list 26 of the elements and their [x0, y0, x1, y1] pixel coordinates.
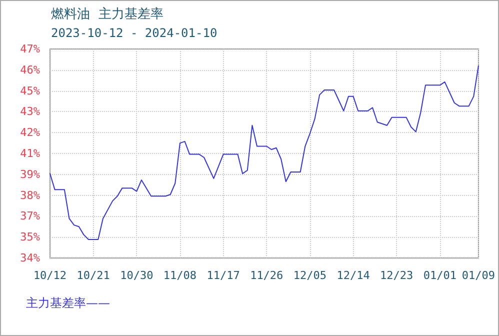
x-tick-label: 12/05 [293, 269, 327, 282]
y-tick-label: 47% [20, 42, 40, 56]
y-tick-label: 45% [20, 84, 40, 98]
line-series [50, 65, 479, 240]
y-tick-label: 42% [20, 126, 40, 140]
y-tick-label: 38% [20, 188, 40, 202]
x-tick-label: 12/14 [336, 269, 370, 282]
x-tick-label: 10/21 [76, 269, 110, 282]
x-tick-label: 11/17 [206, 269, 240, 282]
y-tick-label: 39% [20, 168, 40, 181]
text: 主力基差率—— [26, 296, 110, 310]
x-tick-label: 11/08 [163, 269, 197, 282]
x-tick-label: 01/01 [423, 269, 456, 282]
y-tick-label: 41% [20, 147, 40, 160]
x-tick-label: 01/09 [462, 269, 496, 282]
x-tick-label: 10/12 [33, 269, 67, 282]
chart-subtitle: 2023-10-12 - 2024-01-10 [51, 26, 218, 40]
x-tick-label: 10/30 [120, 269, 154, 282]
y-tick-label: 46% [20, 63, 40, 76]
chart-title: 燃料油 主力基差率 [51, 6, 164, 22]
y-tick-label: 35% [20, 230, 40, 244]
y-tick-label: 34% [20, 252, 40, 264]
y-tick-label: 43% [20, 105, 40, 118]
y-tick-label: 37% [20, 210, 40, 223]
x-tick-label: 11/26 [250, 269, 284, 282]
x-tick-label: 12/23 [380, 269, 414, 282]
